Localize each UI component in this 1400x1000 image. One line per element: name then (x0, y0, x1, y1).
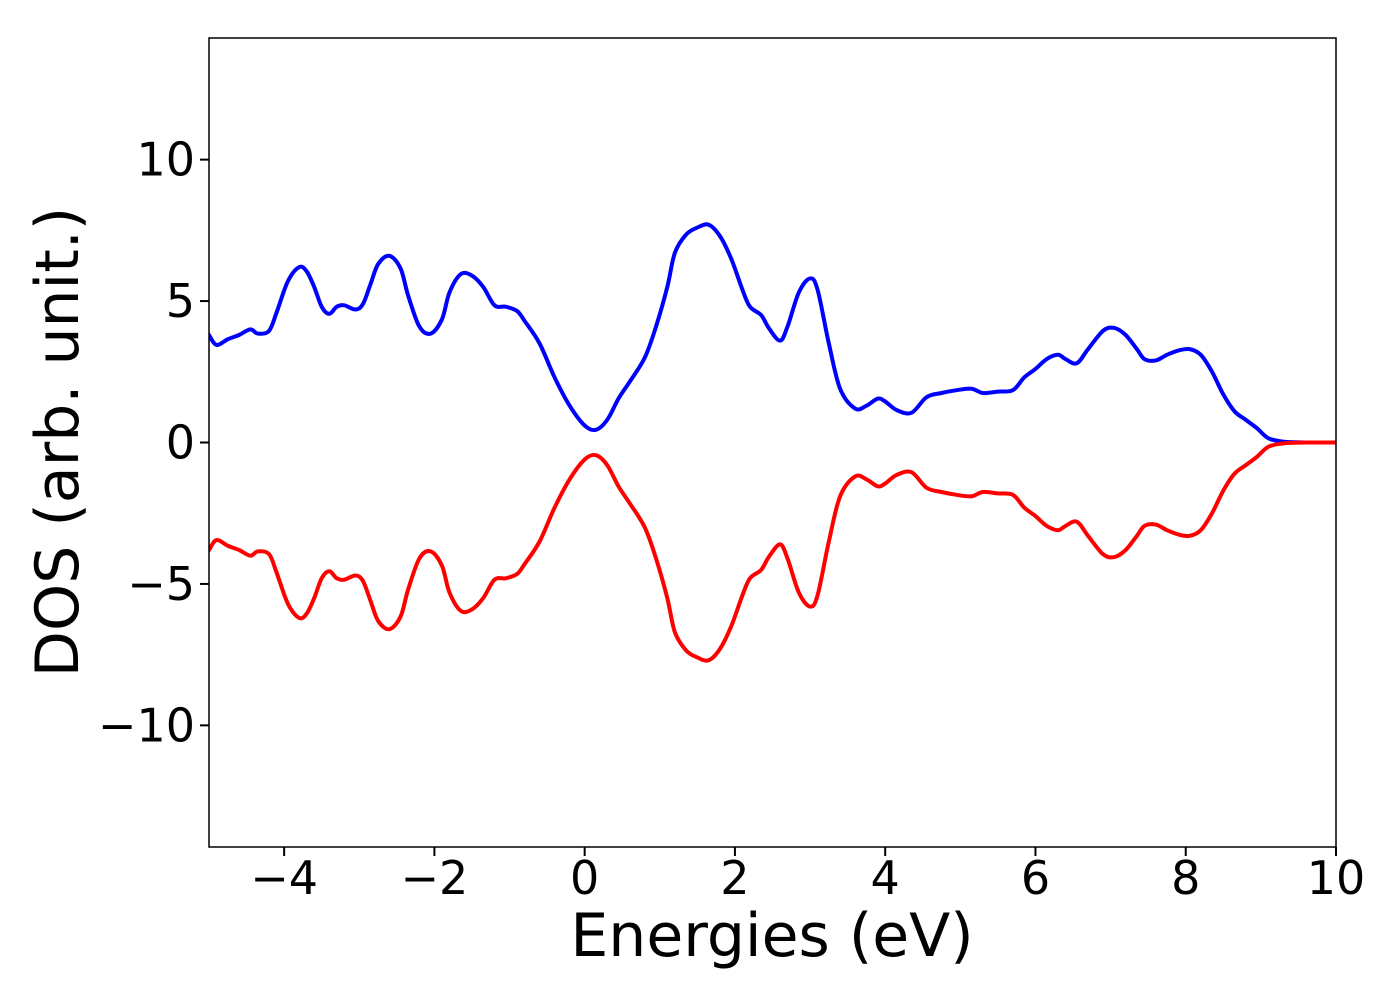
x-axis: −4 −2 0 2 4 6 8 10 (250, 847, 1365, 905)
x-tick-label: 8 (1171, 851, 1200, 905)
series-line-spin-down (209, 440, 1336, 663)
y-tick-label: 5 (166, 274, 195, 328)
x-tick-label: 0 (570, 851, 599, 905)
y-tick-label: 0 (166, 416, 195, 470)
y-tick-label: 10 (136, 133, 195, 187)
y-axis-title: DOS (arb. unit.) (23, 207, 93, 677)
y-tick-label: −10 (98, 698, 195, 752)
x-axis-title: Energies (eV) (570, 901, 973, 971)
x-tick-label: −2 (400, 851, 468, 905)
x-tick-label: −4 (250, 851, 318, 905)
x-tick-label: 2 (720, 851, 749, 905)
x-tick-label: 10 (1307, 851, 1366, 905)
y-axis: −10 −5 0 5 10 (98, 133, 209, 752)
x-tick-label: 6 (1021, 851, 1050, 905)
x-tick-label: 4 (871, 851, 900, 905)
y-tick-label: −5 (127, 557, 195, 611)
plot-frame (208, 37, 1337, 848)
series-line-spin-up (209, 222, 1336, 445)
series-layer (209, 222, 1336, 663)
